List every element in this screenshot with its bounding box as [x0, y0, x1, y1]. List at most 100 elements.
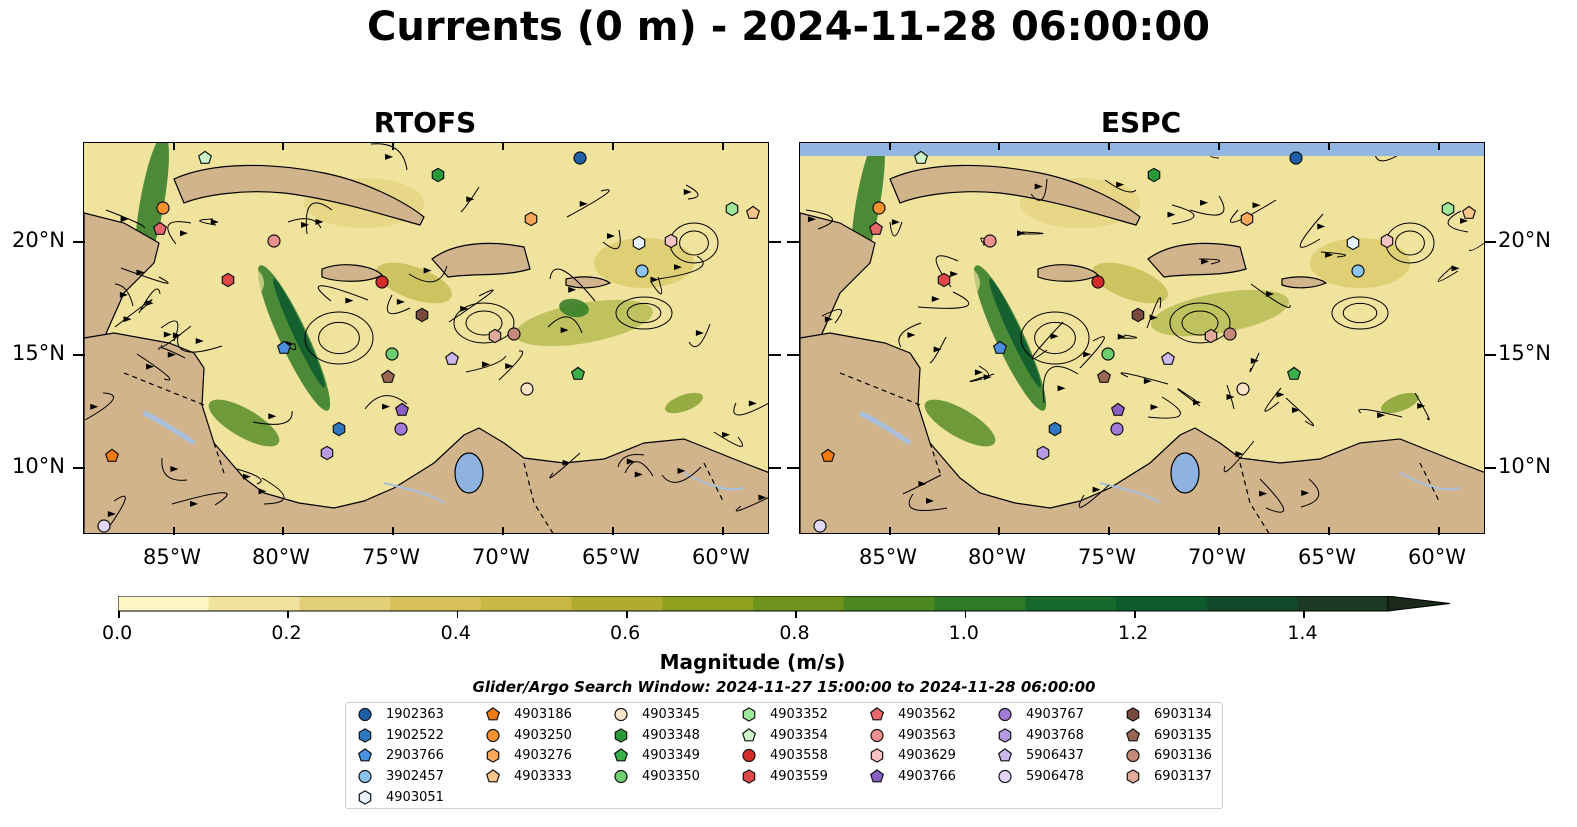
colorbar-bin — [571, 596, 663, 611]
lat-tick — [769, 241, 781, 243]
float-marker-4903345 — [1236, 382, 1250, 396]
legend-item-4903629: 4903629 — [866, 746, 956, 765]
legend-label: 5906437 — [1026, 748, 1084, 764]
float-marker-4903186 — [104, 448, 120, 462]
float-marker-4903250 — [156, 201, 170, 215]
float-marker-2903766 — [276, 340, 292, 354]
float-marker-6903136 — [507, 327, 521, 341]
lat-tick — [1484, 354, 1496, 356]
lat-label-right: 10°N — [1498, 454, 1551, 478]
lon-label: 60°W — [1408, 545, 1466, 569]
legend-marker — [358, 707, 372, 722]
float-marker-4903768 — [320, 445, 334, 461]
colorbar-bin — [1206, 596, 1298, 611]
colorbar-tick — [287, 611, 289, 618]
lat-tick — [73, 241, 85, 243]
lat-label-left: 10°N — [12, 454, 65, 478]
legend-item-4903350: 4903350 — [610, 767, 700, 786]
lon-tick — [173, 142, 175, 150]
colorbar-bin — [208, 596, 300, 611]
legend-item-4903349: 4903349 — [610, 746, 700, 765]
colorbar-tick — [964, 611, 967, 618]
float-marker-6903137 — [488, 328, 502, 344]
float-marker-4903348 — [431, 167, 445, 183]
lat-tick — [73, 467, 85, 469]
lon-tick — [282, 142, 284, 150]
legend-item-4903276: 4903276 — [482, 746, 572, 765]
espc-current-map — [799, 142, 1485, 534]
float-marker-4903186 — [820, 448, 836, 462]
lon-tick — [282, 527, 284, 535]
lon-tick — [722, 142, 724, 150]
colorbar-tick-label: 0.0 — [102, 622, 133, 644]
float-marker-4903559 — [937, 272, 951, 288]
legend-item-5906478: 5906478 — [994, 767, 1084, 786]
lon-label: 75°W — [1078, 545, 1136, 569]
float-marker-4903768 — [1036, 445, 1050, 461]
lon-label: 85°W — [859, 545, 917, 569]
float-marker-6903134 — [415, 307, 429, 323]
legend-marker — [742, 749, 756, 763]
legend-label: 3902457 — [386, 769, 444, 785]
legend-marker — [614, 727, 628, 743]
float-marker-5906437 — [444, 351, 460, 365]
legend-marker — [486, 728, 500, 742]
lon-label: 85°W — [143, 545, 201, 569]
legend-marker — [614, 707, 628, 722]
legend-label: 6903135 — [1154, 727, 1212, 743]
float-marker-5906437 — [1160, 351, 1176, 365]
lon-tick — [998, 527, 1000, 535]
lon-tick — [173, 527, 175, 535]
lon-label: 70°W — [1188, 545, 1246, 569]
lat-tick — [769, 354, 781, 356]
figure-title: Currents (0 m) - 2024-11-28 06:00:00 — [367, 4, 1210, 50]
colorbar-bin — [753, 596, 845, 611]
float-marker-6903136 — [1223, 327, 1237, 341]
legend-label: 4903349 — [642, 748, 700, 764]
lat-tick — [73, 354, 85, 356]
lon-tick — [1328, 142, 1330, 150]
legend-marker — [485, 769, 501, 783]
legend-label: 4903629 — [898, 748, 956, 764]
legend-item-4903250: 4903250 — [482, 726, 572, 745]
lon-tick — [998, 142, 1000, 150]
panel-title-rtofs: RTOFS — [373, 106, 477, 139]
legend-label: 6903134 — [1154, 707, 1212, 722]
legend-label: 4903558 — [770, 748, 828, 764]
colorbar-tick — [1303, 611, 1305, 618]
lon-tick — [392, 142, 394, 150]
lon-label: 80°W — [252, 545, 310, 569]
legend-item-6903136: 6903136 — [1122, 746, 1212, 765]
legend-item-2903766: 2903766 — [354, 746, 444, 765]
legend-item-4903562: 4903562 — [866, 705, 956, 724]
float-marker-4903354 — [913, 150, 929, 164]
float-marker-6903135 — [380, 369, 396, 383]
lon-tick — [1438, 527, 1440, 535]
colorbar-extend-arrow — [1387, 596, 1451, 612]
float-marker-4903333 — [1461, 205, 1477, 219]
legend: 1902363 1902522 2903766 3902457 4903051 49031… — [345, 702, 1223, 809]
float-marker-4903562 — [152, 221, 168, 235]
legend-item-4903766: 4903766 — [866, 767, 956, 786]
colorbar-bin — [1115, 596, 1208, 611]
float-marker-4903350 — [385, 347, 399, 361]
colorbar-tick-label: 0.4 — [440, 622, 471, 644]
lon-tick — [502, 142, 504, 150]
legend-label: 4903051 — [386, 789, 444, 805]
float-marker-4903352 — [725, 201, 739, 217]
legend-label: 2903766 — [386, 748, 444, 764]
lat-tick — [787, 467, 799, 469]
legend-label: 4903562 — [898, 707, 956, 722]
float-marker-4903767 — [394, 422, 408, 436]
lon-tick — [612, 142, 614, 150]
legend-item-4903558: 4903558 — [738, 746, 828, 765]
float-marker-4903354 — [197, 150, 213, 164]
legend-label: 6903136 — [1154, 748, 1212, 764]
legend-marker — [869, 769, 885, 783]
legend-label: 4903766 — [898, 769, 956, 785]
lon-label: 60°W — [692, 545, 750, 569]
legend-label: 6903137 — [1154, 769, 1212, 785]
float-marker-6903134 — [1131, 307, 1145, 323]
legend-label: 4903767 — [1026, 707, 1084, 722]
lat-tick — [1484, 467, 1496, 469]
